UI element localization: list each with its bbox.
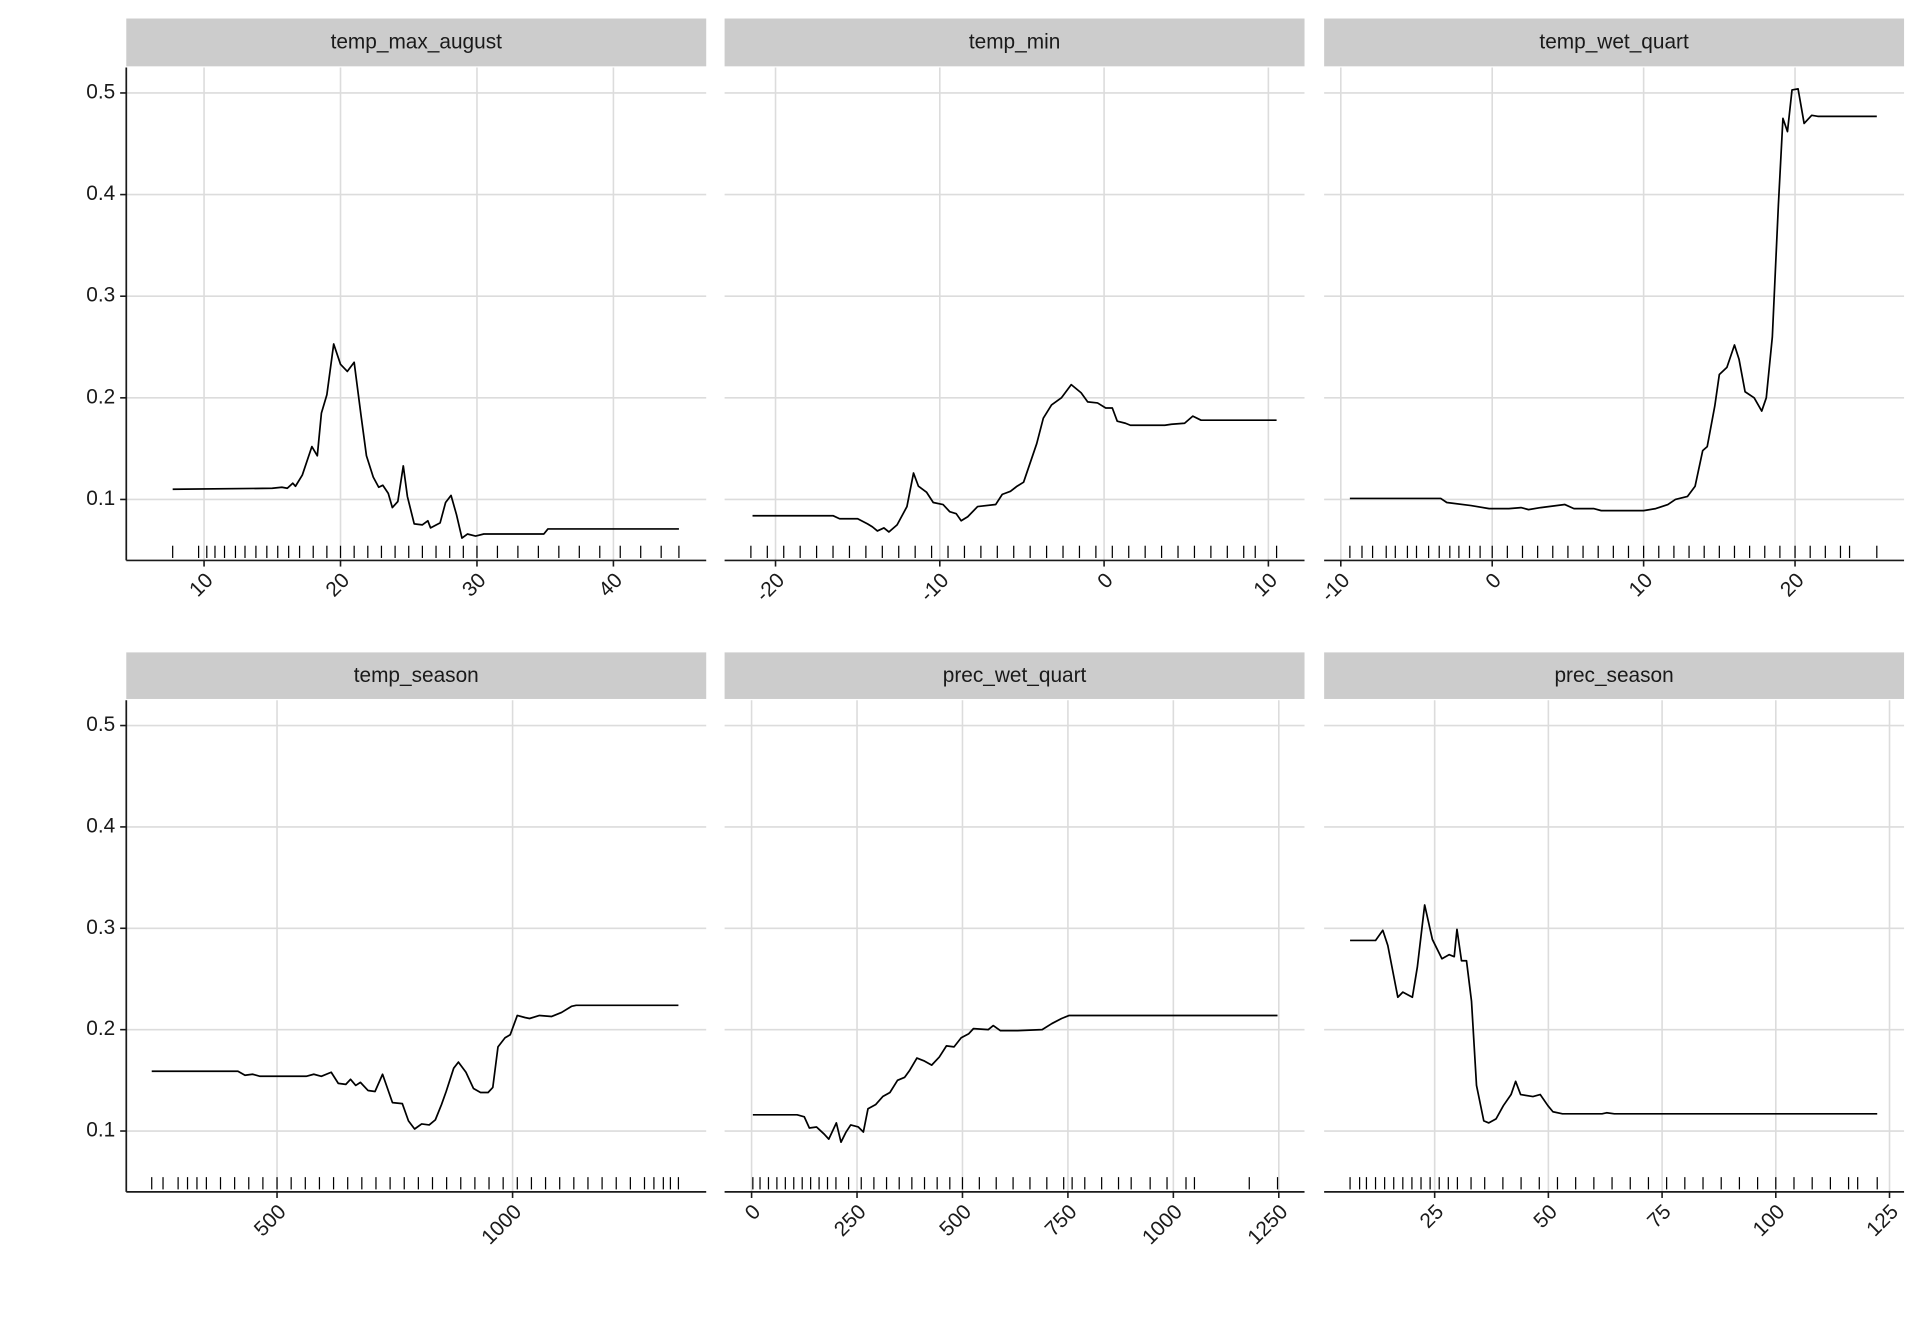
x-tick-label: 0: [1093, 569, 1117, 593]
y-tick-label: 0.3: [86, 916, 115, 939]
y-tick-label: 0.4: [86, 814, 115, 837]
strip: [1324, 652, 1905, 699]
y-tick-label: 0.2: [86, 385, 115, 408]
y-tick-label: 0.3: [86, 284, 115, 307]
x-tick-label: 20: [321, 569, 354, 602]
x-tick-label: 500: [250, 1200, 291, 1241]
x-tick-label: 40: [594, 569, 627, 602]
y-tick-label: 0.5: [86, 713, 115, 736]
x-tick-label: -10: [916, 569, 954, 607]
x-tick-label: 0: [1481, 569, 1505, 593]
y-tick-label: 0.4: [86, 182, 115, 205]
y-tick-label: 0.1: [86, 487, 115, 510]
strip: [1324, 18, 1905, 67]
x-tick-label: 250: [830, 1200, 871, 1241]
x-tick-label: -10: [1317, 569, 1355, 607]
x-tick-label: 75: [1643, 1200, 1676, 1233]
panel-title: temp_max_august: [331, 31, 503, 54]
x-tick-label: 750: [1041, 1200, 1082, 1241]
panel-title: prec_season: [1554, 664, 1673, 687]
y-tick-label: 0.2: [86, 1017, 115, 1040]
x-tick-label: 125: [1862, 1200, 1903, 1241]
line: [172, 343, 679, 539]
y-tick-label: 0.1: [86, 1119, 115, 1142]
strip: [724, 652, 1305, 699]
panel-title: temp_wet_quart: [1539, 31, 1689, 54]
x-tick-label: 1250: [1243, 1200, 1292, 1249]
x-tick-label: 50: [1529, 1200, 1562, 1233]
x-tick-label: 1000: [477, 1200, 526, 1249]
panel-title: prec_wet_quart: [943, 664, 1087, 687]
x-tick-label: 25: [1416, 1200, 1449, 1233]
strip: [724, 18, 1305, 67]
line: [752, 1014, 1278, 1144]
x-tick-label: -20: [752, 569, 790, 607]
x-tick-label: 20: [1776, 569, 1809, 602]
panel-title: temp_min: [969, 31, 1060, 54]
x-tick-label: 500: [935, 1200, 976, 1241]
x-tick-label: 30: [458, 569, 491, 602]
x-tick-label: 0: [741, 1200, 765, 1224]
strip: [126, 18, 707, 67]
y-tick-label: 0.5: [86, 80, 115, 103]
x-tick-label: 10: [1249, 569, 1282, 602]
x-tick-label: 100: [1749, 1200, 1790, 1241]
strip: [126, 652, 707, 699]
x-tick-label: 10: [185, 569, 218, 602]
x-tick-label: 10: [1625, 569, 1658, 602]
line: [752, 383, 1277, 533]
panel-title: temp_season: [354, 664, 479, 687]
line: [1349, 88, 1877, 512]
x-tick-label: 1000: [1138, 1200, 1187, 1249]
line: [1350, 904, 1878, 1124]
line: [151, 1004, 679, 1130]
